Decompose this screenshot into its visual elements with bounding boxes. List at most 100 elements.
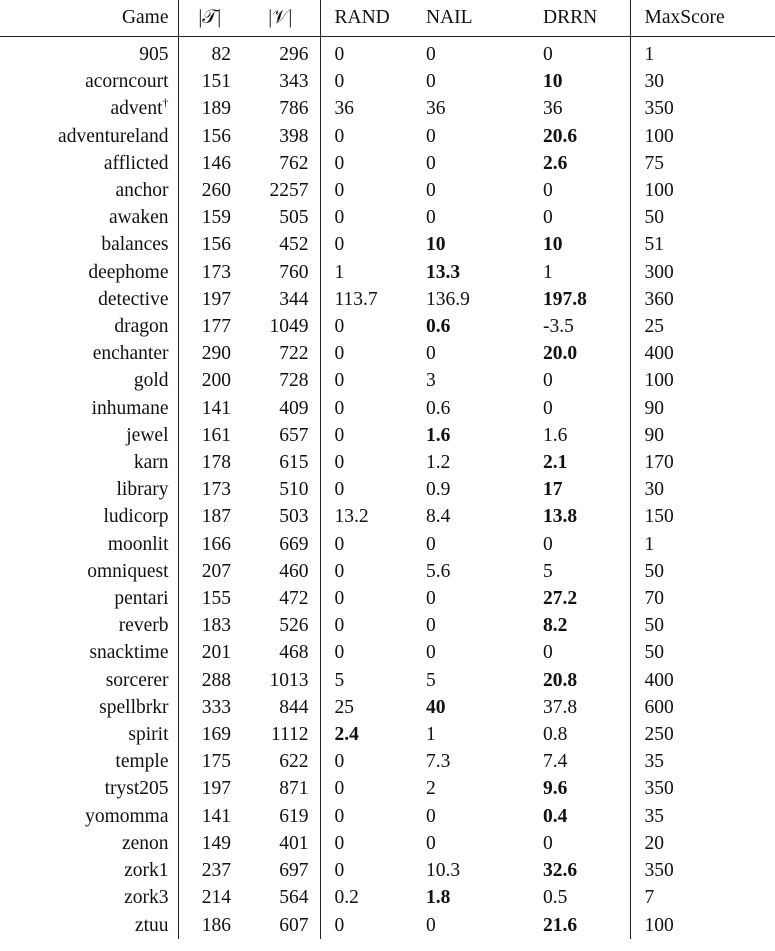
table-row: library 173 510 0 0.9 17 30 (0, 476, 775, 504)
cell-rand-value: 0 (334, 778, 345, 800)
cell-v-value: 526 (279, 615, 309, 637)
cell-game: library (0, 476, 178, 503)
cell-drrn-value: 0 (543, 397, 553, 419)
cell-game-value: karn (133, 452, 169, 474)
cell-game-value: acorncourt (85, 71, 169, 93)
cell-nail: 0 (418, 340, 525, 367)
cell-v-value: 564 (279, 887, 309, 909)
cell-drrn-value: 2.1 (543, 452, 568, 474)
cell-rand-value: 0 (334, 533, 345, 555)
cell-nail-value: 136.9 (426, 288, 470, 310)
cell-v-value: 622 (279, 751, 309, 773)
cell-rand-value: 13.2 (334, 506, 369, 528)
cell-rand-value: 0 (334, 343, 345, 365)
cell-v-value: 607 (279, 914, 309, 936)
cell-t: 169 (177, 721, 241, 749)
cell-t: 237 (177, 857, 241, 885)
cell-nail-value: 0 (426, 914, 436, 936)
cell-t: 141 (177, 394, 241, 422)
table-row: moonlit 166 669 0 0 0 1 (0, 530, 775, 558)
table-row: balances 156 452 0 10 10 51 (0, 231, 775, 259)
cell-rand-value: 0 (334, 805, 345, 827)
cell-v: 669 (241, 531, 320, 558)
cell-t-value: 187 (201, 506, 231, 528)
cell-nail-value: 0 (426, 832, 436, 854)
table-row: adventureland 156 398 0 0 20.6 100 (0, 122, 775, 150)
cell-drrn: 9.6 (525, 775, 630, 802)
table-row: advent† 189 786 36 36 36 350 (0, 95, 775, 123)
cell-nail: 36 (418, 95, 525, 122)
cell-nail-value: 0.9 (426, 479, 451, 501)
cell-max: 400 (629, 666, 775, 694)
cell-nail: 8.4 (418, 503, 525, 530)
header-game: Game (121, 7, 169, 28)
cell-drrn: 0.5 (525, 884, 630, 911)
cell-drrn: 20.8 (525, 667, 630, 694)
cell-max: 35 (629, 802, 775, 830)
table-row: temple 175 622 0 7.3 7.4 35 (0, 748, 775, 776)
cell-rand: 0.2 (319, 884, 418, 912)
cell-max-value: 30 (644, 71, 665, 93)
cell-drrn: 27.2 (525, 585, 630, 612)
cell-drrn-value: 5 (543, 560, 553, 582)
cell-nail: 0 (418, 68, 525, 95)
cell-drrn: 13.8 (525, 503, 630, 530)
table-row: ludicorp 187 503 13.2 8.4 13.8 150 (0, 503, 775, 531)
table-row: 905 82 296 0 0 0 1 (0, 36, 775, 69)
table-body: 905 82 296 0 0 0 1 acorncourt 151 343 0 0 10 30 advent… (0, 36, 775, 939)
cell-game-value: advent (110, 98, 163, 120)
cell-drrn-value: 0 (543, 642, 553, 664)
cell-v-value: 460 (279, 560, 309, 582)
cell-drrn: 5 (525, 558, 630, 585)
cell-game: jewel (0, 422, 178, 449)
cell-drrn: 2.6 (525, 150, 630, 177)
cell-t-value: 173 (201, 261, 231, 283)
cell-game: karn (0, 449, 178, 476)
cell-v-value: 452 (279, 234, 309, 256)
cell-game-value: zork1 (124, 860, 169, 882)
cell-drrn-value: 13.8 (543, 506, 578, 528)
table-row: dragon 177 1049 0 0.6 -3.5 25 (0, 313, 775, 341)
cell-rand-value: 0 (334, 44, 345, 65)
table-row: zenon 149 401 0 0 0 20 (0, 829, 775, 858)
cell-game-value: yomomma (85, 805, 169, 827)
cell-nail-value: 0.6 (426, 397, 451, 419)
cell-max-value: 250 (644, 724, 674, 746)
cell-rand: 0 (319, 829, 418, 858)
cell-game-value: gold (133, 370, 169, 392)
cell-max: 100 (629, 177, 775, 205)
cell-v: 697 (241, 857, 320, 884)
cell-rand: 0 (319, 421, 418, 450)
cell-rand: 0 (319, 149, 418, 178)
cell-v: 526 (241, 612, 320, 639)
table-row: sorcerer 288 1013 5 5 20.8 400 (0, 666, 775, 694)
cell-max-value: 75 (644, 152, 665, 174)
cell-drrn-value: 2.6 (543, 152, 568, 174)
cell-t-value: 189 (201, 98, 231, 120)
cell-game: deephome (0, 259, 178, 286)
table-row: anchor 260 2257 0 0 0 100 (0, 177, 775, 205)
cell-v: 510 (241, 476, 320, 503)
cell-rand: 1 (319, 258, 418, 286)
cell-rand-value: 0 (334, 370, 345, 392)
cell-t: 214 (177, 884, 241, 912)
cell-v-value: 760 (279, 261, 309, 283)
cell-nail: 0 (418, 612, 525, 639)
cell-t: 186 (177, 911, 241, 939)
cell-v: 760 (241, 259, 320, 286)
cell-t: 200 (177, 367, 241, 395)
cell-game-value: jewel (126, 424, 169, 446)
cell-t: 178 (177, 449, 241, 477)
cell-game-value: pentari (114, 588, 169, 610)
cell-game-value: awaken (108, 207, 169, 229)
cell-max-value: 50 (644, 560, 665, 582)
cell-nail-value: 1.6 (426, 424, 451, 446)
cell-max: 20 (629, 829, 775, 858)
cell-t: 177 (177, 313, 241, 341)
cell-nail-value: 0 (426, 805, 436, 827)
cell-max-value: 100 (644, 914, 674, 936)
cell-t-value: 260 (201, 180, 231, 202)
table-row: ztuu 186 607 0 0 21.6 100 (0, 911, 775, 939)
cell-drrn: 0 (525, 367, 630, 394)
table-row: zork1 237 697 0 10.3 32.6 350 (0, 857, 775, 885)
